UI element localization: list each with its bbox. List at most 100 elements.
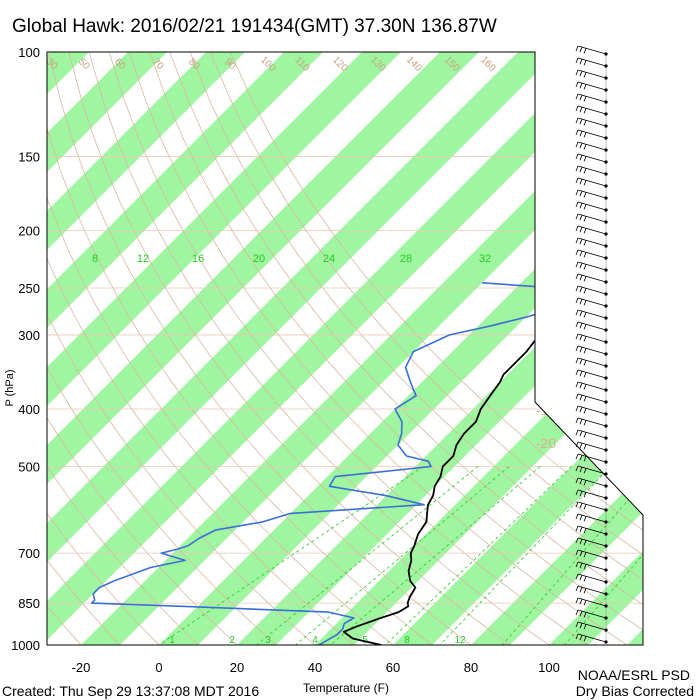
y-tick-label: 200: [18, 224, 40, 239]
mixing-ratio-label-bottom: 4: [312, 635, 318, 646]
y-axis-label: P (hPa): [4, 369, 16, 406]
y-tick-label: 100: [18, 45, 40, 60]
wind-barb: [575, 453, 608, 464]
x-tick-labels: -20 0 20 40 60 80 100: [72, 660, 560, 675]
wind-barb: [575, 333, 608, 344]
wind-barb: [575, 345, 608, 356]
wind-barb: [575, 237, 608, 248]
mixing-ratio-line: [330, 466, 541, 645]
wind-barb: [575, 501, 608, 512]
wind-barb: [575, 213, 608, 224]
wind-barb: [575, 201, 608, 212]
wind-barbs: [575, 45, 608, 645]
wind-barb: [575, 561, 608, 572]
wind-barb: [575, 297, 608, 308]
wind-barb: [575, 489, 608, 500]
isotherm-edge-label: 30: [538, 107, 554, 123]
y-tick-label: 400: [18, 402, 40, 417]
wind-barb: [575, 285, 608, 296]
isotherm-bands: [0, 52, 643, 645]
wind-barb: [575, 357, 608, 368]
wind-barb: [575, 69, 608, 80]
x-tick-label: 60: [386, 660, 400, 675]
wind-barb: [575, 45, 608, 56]
wind-barb: [575, 57, 608, 68]
mixing-ratio-line: [439, 466, 611, 645]
mixing-ratio-lines: [158, 466, 643, 645]
mixing-ratio-line: [158, 466, 424, 645]
chart-title: Global Hawk: 2016/02/21 191434(GMT) 37.3…: [12, 16, 497, 37]
x-tick-label: 80: [464, 660, 478, 675]
wind-barb: [575, 441, 608, 452]
mixing-ratio-line: [384, 466, 572, 645]
wind-barb: [575, 177, 608, 188]
isotherm-band: [47, 52, 323, 645]
y-tick-label: 150: [18, 149, 40, 164]
wind-barb: [575, 105, 608, 116]
mixing-ratio-label-bottom: 12: [454, 635, 466, 646]
isotherm-band: [47, 52, 557, 645]
wind-barb: [575, 513, 608, 524]
mixing-ratio-label: 8: [92, 253, 98, 265]
mixing-ratio-label: 24: [323, 253, 335, 265]
wind-barb: [575, 117, 608, 128]
y-tick-label: 1000: [11, 638, 40, 653]
x-axis-label: Temperature (F): [303, 681, 389, 695]
mixing-ratio-line: [295, 466, 510, 645]
footer-org: NOAA/ESRL PSD: [578, 667, 690, 683]
isotherm-edge-label: 0: [542, 344, 550, 360]
wind-barb: [575, 585, 608, 596]
wind-barb: [575, 141, 608, 152]
wind-barb: [575, 321, 608, 332]
wind-barb: [575, 153, 608, 164]
isotherm-band: [0, 52, 11, 645]
dewpoint-profile: [90, 282, 585, 645]
isotherm-band: [47, 52, 479, 645]
wind-barb: [575, 261, 608, 272]
wind-barb: [575, 621, 608, 632]
x-tick-label: 40: [308, 660, 322, 675]
mixing-ratio-label: 28: [400, 253, 412, 265]
wind-barb: [575, 633, 608, 644]
dry-adiabat-label: 160: [478, 54, 498, 74]
y-tick-label: 300: [18, 328, 40, 343]
x-tick-label: 100: [538, 660, 560, 675]
wind-barb: [575, 225, 608, 236]
isotherm-band: [393, 52, 643, 645]
footer-created: Created: Thu Sep 29 13:37:08 MDT 2016: [2, 683, 259, 699]
wind-barb: [575, 609, 608, 620]
profiles: [90, 66, 643, 645]
wind-barb: [575, 381, 608, 392]
wind-barb: [575, 393, 608, 404]
y-tick-label: 850: [18, 596, 40, 611]
x-tick-label: 0: [155, 660, 162, 675]
y-tick-label: 700: [18, 546, 40, 561]
wind-barb: [575, 597, 608, 608]
y-tick-label: 500: [18, 459, 40, 474]
y-tick-label: 250: [18, 281, 40, 296]
y-tick-labels: 100 150 200 250 300 400 500 700 850 1000: [11, 45, 40, 653]
isotherm-band: [47, 52, 635, 645]
mixing-ratio-label-bottom: 8: [404, 635, 410, 646]
mixing-ratio-label-bottom: 2: [229, 635, 235, 646]
wind-barb: [575, 465, 608, 476]
wind-barb: [575, 249, 608, 260]
dry-adiabat: [0, 52, 3, 645]
footer-bias: Dry Bias Corrected: [576, 683, 694, 699]
x-tick-label: -20: [72, 660, 91, 675]
wind-barb: [575, 525, 608, 536]
wind-barb: [575, 573, 608, 584]
wind-barb: [575, 417, 608, 428]
wind-barb: [575, 273, 608, 284]
mixing-ratio-label: 32: [479, 253, 491, 265]
x-tick-label: 20: [230, 660, 244, 675]
isotherm-band: [47, 52, 401, 645]
mixing-ratio-label-bottom: 1: [169, 635, 175, 646]
plot-frame: [46, 51, 644, 646]
wind-barb: [575, 549, 608, 560]
mixing-ratio-label: 12: [137, 253, 149, 265]
mixing-ratio-label: 20: [253, 253, 265, 265]
wind-barb: [575, 309, 608, 320]
temperature-profile: [342, 66, 643, 645]
